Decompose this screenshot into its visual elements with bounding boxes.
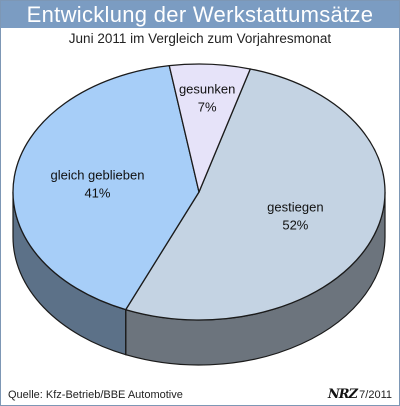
pie-slice-gestiegen	[125, 68, 386, 321]
chart-title: Entwicklung der Werkstattumsätze	[26, 2, 374, 27]
slice-value-label: 52%	[282, 218, 308, 233]
slice-value-label: 7%	[198, 99, 217, 114]
source-note: Quelle: Kfz-Betrieb/BBE Automotive	[8, 389, 183, 401]
publication-date: 7/2011	[359, 389, 392, 401]
pie-slice-gesunken	[168, 63, 251, 193]
title-bar: Entwicklung der Werkstattumsätze	[1, 1, 399, 28]
publisher-logo: NRZ	[327, 387, 358, 402]
slice-label: gestiegen	[267, 200, 323, 215]
chart-subtitle: Juni 2011 im Vergleich zum Vorjahresmona…	[68, 31, 332, 46]
pie-slice-gleich-geblieben	[12, 64, 200, 311]
slice-label: gleich geblieben	[50, 167, 144, 182]
slice-value-label: 41%	[84, 185, 110, 200]
slice-label: gesunken	[179, 81, 235, 96]
